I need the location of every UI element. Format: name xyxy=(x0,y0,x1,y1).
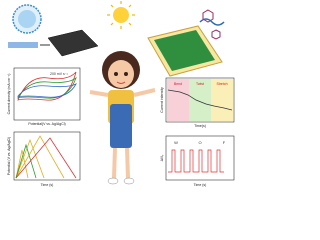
letter-label: O xyxy=(198,140,201,145)
cv-curve xyxy=(17,71,77,101)
sensor-curve xyxy=(167,89,233,111)
cv-curve xyxy=(17,76,77,99)
polymer-chain xyxy=(199,18,225,26)
device-active-area xyxy=(154,30,215,71)
overalls xyxy=(110,104,132,148)
y-axis-label: Potential (V vs. Ag/AgCl) xyxy=(7,137,11,175)
region-label: Stretch xyxy=(216,82,227,86)
region-bend xyxy=(167,79,189,121)
eye xyxy=(124,72,128,76)
annotation: 200 mV s⁻¹ xyxy=(50,72,69,76)
region-twist xyxy=(189,79,211,121)
sun xyxy=(113,7,129,23)
gcd-curve xyxy=(15,143,37,179)
response-curve xyxy=(168,149,224,173)
shoe xyxy=(123,177,135,185)
letter-label: W xyxy=(174,140,178,145)
micrograph-core xyxy=(18,10,36,28)
x-axis-label: Potential(V vs. Ag/AgCl) xyxy=(28,122,65,126)
cv-curve xyxy=(17,83,77,98)
cv-frame xyxy=(13,67,81,121)
letter-label: F xyxy=(223,140,226,145)
region-stretch xyxy=(211,79,233,121)
shoe xyxy=(107,177,119,185)
graphene-sheet xyxy=(47,29,99,57)
molecules xyxy=(202,9,221,40)
face xyxy=(108,60,134,88)
x-axis-label: Time(s) xyxy=(194,124,206,128)
region-label: Twist xyxy=(196,82,204,86)
x-axis-label: Time (s) xyxy=(194,183,207,187)
region-label: Bend xyxy=(174,82,182,86)
graphical-abstract: 200 mV s⁻¹ Potential(V vs. Ag/AgCl) Curr… xyxy=(6,1,235,187)
y-axis-label: Current intensity xyxy=(160,87,164,113)
y-axis-label: ΔI/I₀ xyxy=(160,154,164,161)
leg xyxy=(112,147,117,179)
eye xyxy=(114,72,118,76)
mouth xyxy=(116,81,126,84)
leg xyxy=(125,147,130,179)
x-axis-label: Time (s) xyxy=(41,183,54,187)
response-frame xyxy=(165,135,235,181)
arm xyxy=(133,88,156,97)
arm xyxy=(89,90,109,97)
gcd-curve xyxy=(15,137,77,179)
y-axis-label: Current density (mA cm⁻²) xyxy=(7,74,11,115)
sun-rays xyxy=(107,1,135,29)
electrode-strip xyxy=(8,42,38,48)
gcd-curves xyxy=(15,135,65,179)
gcd-frame xyxy=(13,131,81,181)
